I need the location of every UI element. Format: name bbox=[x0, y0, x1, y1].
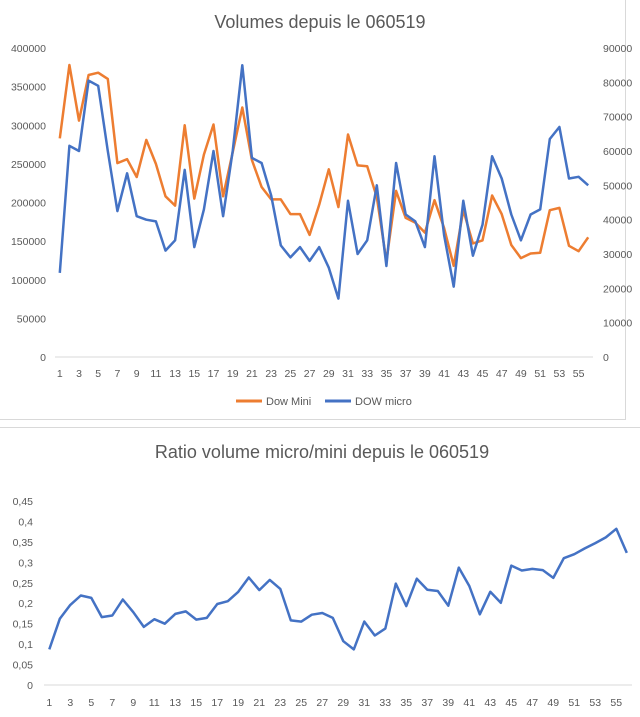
volumes-chart: Volumes depuis le 060519 050000100000150… bbox=[11, 12, 632, 408]
ratio-chart: Ratio volume micro/mini depuis le 060519… bbox=[13, 442, 632, 709]
y-left-tick-label: 300000 bbox=[11, 120, 46, 132]
x-tick-label: 45 bbox=[477, 368, 489, 380]
x-tick-label: 31 bbox=[342, 368, 354, 380]
x-tick-label: 25 bbox=[285, 368, 297, 380]
x-tick-label: 9 bbox=[130, 697, 136, 709]
y-right-tick-label: 0 bbox=[603, 352, 609, 364]
y-left-tick-label: 350000 bbox=[11, 82, 46, 94]
x-tick-label: 49 bbox=[547, 697, 559, 709]
x-tick-label: 1 bbox=[46, 697, 52, 709]
volumes-chart-panel: Volumes depuis le 060519 0 50000 100000 150… bbox=[0, 0, 632, 420]
x-tick-label: 43 bbox=[484, 697, 496, 709]
x-tick-label: 55 bbox=[610, 697, 622, 709]
x-tick-label: 21 bbox=[246, 368, 258, 380]
x-tick-label: 9 bbox=[134, 368, 140, 380]
x-tick-label: 29 bbox=[337, 697, 349, 709]
y-tick-label: 0 bbox=[27, 680, 33, 692]
y-right-tick-label: 70000 bbox=[603, 112, 632, 124]
x-tick-label: 1 bbox=[57, 368, 63, 380]
x-tick-label: 25 bbox=[295, 697, 307, 709]
volumes-chart-legend: Dow Mini DOW micro bbox=[236, 396, 412, 408]
y-tick-label: 0,4 bbox=[18, 516, 33, 528]
x-tick-label: 17 bbox=[208, 368, 220, 380]
y-tick-label: 0,3 bbox=[18, 557, 33, 569]
y-left-tick-label: 100000 bbox=[11, 275, 46, 287]
y-right-tick-label: 50000 bbox=[603, 180, 632, 192]
series-line-ratio bbox=[48, 527, 628, 651]
x-tick-label: 13 bbox=[169, 697, 181, 709]
x-tick-label: 47 bbox=[496, 368, 508, 380]
y-right-tick-label: 30000 bbox=[603, 249, 632, 261]
y-left-tick-label: 250000 bbox=[11, 159, 46, 171]
x-tick-label: 39 bbox=[419, 368, 431, 380]
x-tick-label: 49 bbox=[515, 368, 527, 380]
x-tick-label: 27 bbox=[304, 368, 316, 380]
x-tick-label: 47 bbox=[526, 697, 538, 709]
volumes-chart-title: Volumes depuis le 060519 bbox=[214, 12, 425, 32]
y-tick-label: 0,05 bbox=[13, 660, 34, 672]
series-line-dow-micro bbox=[58, 63, 590, 300]
x-tick-label: 55 bbox=[573, 368, 585, 380]
x-tick-label: 35 bbox=[381, 368, 393, 380]
y-tick-label: 0,2 bbox=[18, 598, 33, 610]
x-tick-label: 41 bbox=[463, 697, 475, 709]
x-tick-label: 5 bbox=[88, 697, 94, 709]
x-tick-label: 19 bbox=[232, 697, 244, 709]
y-left-tick-label: 400000 bbox=[11, 43, 46, 55]
x-tick-label: 17 bbox=[211, 697, 223, 709]
x-tick-label: 21 bbox=[253, 697, 265, 709]
x-tick-label: 27 bbox=[316, 697, 328, 709]
x-tick-label: 39 bbox=[442, 697, 454, 709]
x-tick-label: 11 bbox=[150, 368, 161, 380]
ratio-chart-panel: Ratio volume micro/mini depuis le 060519… bbox=[0, 427, 640, 716]
y-left-tick-label: 50000 bbox=[17, 313, 46, 325]
x-tick-label: 19 bbox=[227, 368, 239, 380]
x-tick-label: 37 bbox=[421, 697, 433, 709]
x-tick-label: 31 bbox=[358, 697, 370, 709]
x-tick-label: 53 bbox=[554, 368, 566, 380]
x-tick-label: 37 bbox=[400, 368, 412, 380]
series-line-dow-mini bbox=[58, 63, 590, 268]
y-right-tick-label: 20000 bbox=[603, 283, 632, 295]
y-right-tick-label: 10000 bbox=[603, 318, 632, 330]
x-tick-label: 3 bbox=[76, 368, 82, 380]
y-left-tick-label: 150000 bbox=[11, 236, 46, 248]
x-tick-label: 23 bbox=[274, 697, 286, 709]
x-tick-label: 43 bbox=[457, 368, 469, 380]
y-right-tick-label: 60000 bbox=[603, 146, 632, 158]
y-tick-label: 0,45 bbox=[13, 496, 34, 508]
x-tick-label: 33 bbox=[379, 697, 391, 709]
x-tick-label: 23 bbox=[265, 368, 277, 380]
x-tick-label: 33 bbox=[361, 368, 373, 380]
ratio-chart-title: Ratio volume micro/mini depuis le 060519 bbox=[155, 442, 489, 462]
x-tick-label: 51 bbox=[534, 368, 546, 380]
y-left-tick-label: 200000 bbox=[11, 198, 46, 210]
x-tick-label: 13 bbox=[169, 368, 181, 380]
x-tick-label: 41 bbox=[438, 368, 450, 380]
y-tick-label: 0,1 bbox=[18, 639, 33, 651]
x-tick-label: 7 bbox=[115, 368, 121, 380]
y-left-tick-label: 0 bbox=[40, 352, 46, 364]
y-right-tick-label: 90000 bbox=[603, 43, 632, 55]
x-tick-label: 45 bbox=[505, 697, 517, 709]
y-tick-label: 0,35 bbox=[13, 537, 34, 549]
y-tick-label: 0,25 bbox=[13, 578, 34, 590]
x-tick-label: 11 bbox=[149, 697, 160, 709]
x-tick-label: 15 bbox=[190, 697, 202, 709]
legend-label-dow-mini: Dow Mini bbox=[266, 396, 311, 408]
x-tick-label: 3 bbox=[67, 697, 73, 709]
x-tick-label: 5 bbox=[95, 368, 101, 380]
y-tick-label: 0,15 bbox=[13, 619, 34, 631]
x-tick-label: 53 bbox=[589, 697, 601, 709]
x-tick-label: 15 bbox=[188, 368, 200, 380]
x-tick-label: 7 bbox=[109, 697, 115, 709]
y-right-tick-label: 40000 bbox=[603, 215, 632, 227]
legend-label-dow-micro: DOW micro bbox=[355, 396, 412, 408]
x-tick-label: 29 bbox=[323, 368, 335, 380]
x-tick-label: 51 bbox=[568, 697, 580, 709]
x-tick-label: 35 bbox=[400, 697, 412, 709]
y-right-tick-label: 80000 bbox=[603, 77, 632, 89]
